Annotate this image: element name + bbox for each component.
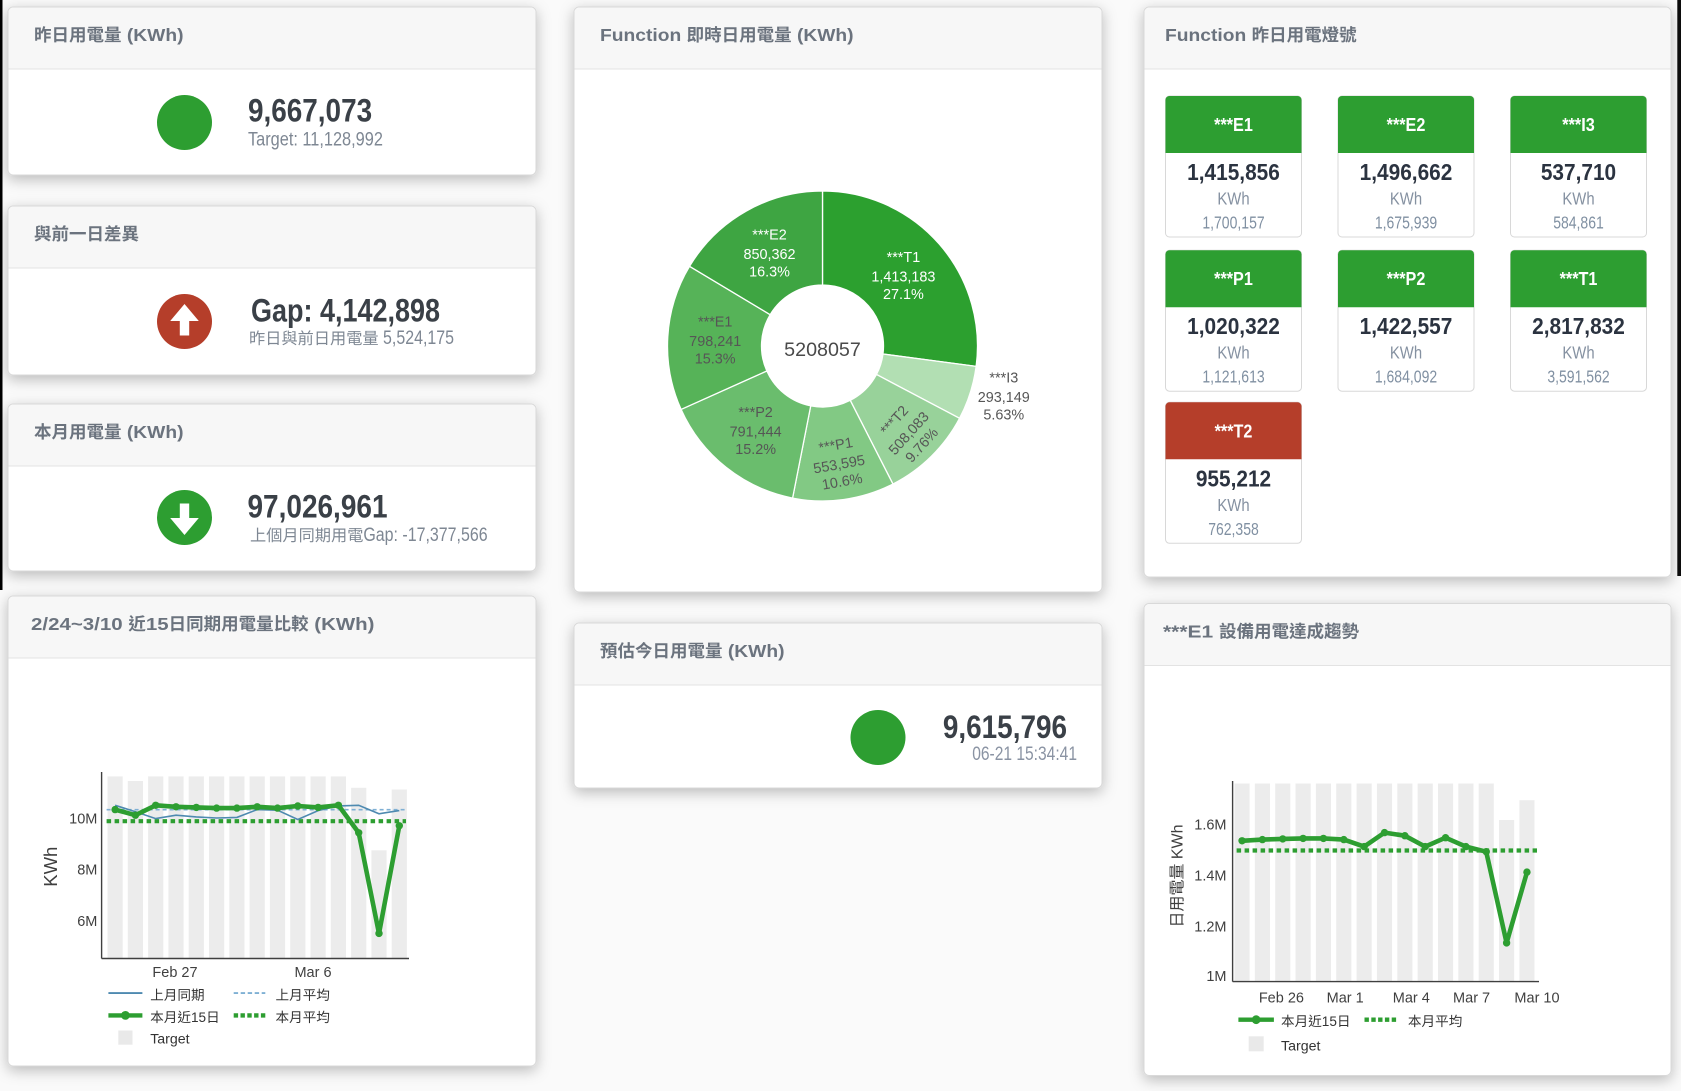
svg-text:15: 15 xyxy=(146,614,169,634)
svg-text:15: 15 xyxy=(191,1010,206,1025)
svg-text:06-21 15:34:41: 06-21 15:34:41 xyxy=(972,744,1077,765)
svg-text:10M: 10M xyxy=(69,812,97,828)
svg-text:537,710: 537,710 xyxy=(1541,159,1616,185)
svg-text:1,020,322: 1,020,322 xyxy=(1187,313,1280,339)
svg-text:Mar 4: Mar 4 xyxy=(1393,991,1430,1007)
svg-text:Gap: -17,377,566: Gap: -17,377,566 xyxy=(363,525,487,546)
svg-text:1,121,613: 1,121,613 xyxy=(1202,367,1264,387)
svg-text:KWh: KWh xyxy=(1390,343,1422,363)
svg-text:1,700,157: 1,700,157 xyxy=(1202,213,1264,233)
svg-text:5208057: 5208057 xyxy=(784,339,861,361)
svg-text:(KWh): (KWh) xyxy=(792,25,854,45)
svg-text:***E1: ***E1 xyxy=(698,315,732,331)
svg-text:***P1: ***P1 xyxy=(1214,269,1253,289)
svg-text:1.4M: 1.4M xyxy=(1194,868,1226,884)
svg-text:762,358: 762,358 xyxy=(1208,519,1259,539)
svg-text:***P1: ***P1 xyxy=(818,435,855,457)
svg-text:9,615,796: 9,615,796 xyxy=(943,709,1067,745)
svg-text:798,241: 798,241 xyxy=(689,334,741,350)
svg-text:Gap: 4,142,898: Gap: 4,142,898 xyxy=(251,292,440,328)
svg-text:1,422,557: 1,422,557 xyxy=(1360,313,1453,339)
svg-text:***E2: ***E2 xyxy=(752,228,786,244)
svg-text:6M: 6M xyxy=(77,914,97,930)
svg-text:***T1: ***T1 xyxy=(1560,269,1598,289)
svg-text:(KWh): (KWh) xyxy=(122,25,184,45)
svg-text:Mar 10: Mar 10 xyxy=(1514,991,1559,1007)
svg-text:***T2: ***T2 xyxy=(1215,421,1253,441)
svg-text:(KWh): (KWh) xyxy=(122,422,184,442)
svg-text:***P2: ***P2 xyxy=(1387,269,1426,289)
svg-text:Mar 7: Mar 7 xyxy=(1453,991,1490,1007)
svg-text:(KWh): (KWh) xyxy=(723,641,785,661)
svg-text:27.1%: 27.1% xyxy=(883,287,924,303)
svg-text:KWh: KWh xyxy=(1217,343,1249,363)
svg-text:1.2M: 1.2M xyxy=(1194,919,1226,935)
svg-text:1.6M: 1.6M xyxy=(1194,818,1226,834)
svg-text:KWh: KWh xyxy=(40,847,61,887)
svg-text:15.3%: 15.3% xyxy=(695,352,736,368)
svg-text:8M: 8M xyxy=(77,863,97,879)
svg-text:293,149: 293,149 xyxy=(978,390,1030,406)
svg-text:(KWh): (KWh) xyxy=(309,614,375,634)
svg-text:KWh: KWh xyxy=(1562,343,1594,363)
svg-text:791,444: 791,444 xyxy=(730,425,782,441)
svg-text:Function: Function xyxy=(600,25,687,45)
svg-text:97,026,961: 97,026,961 xyxy=(248,489,388,525)
svg-text:15.2%: 15.2% xyxy=(735,442,776,458)
svg-text:Target: Target xyxy=(150,1032,189,1048)
svg-text:***E1: ***E1 xyxy=(1214,115,1253,135)
svg-text:KWh: KWh xyxy=(1170,824,1187,863)
svg-text:KWh: KWh xyxy=(1217,495,1249,515)
svg-text:***I3: ***I3 xyxy=(1562,115,1594,135)
svg-text:***I3: ***I3 xyxy=(989,371,1018,387)
svg-text:2,817,832: 2,817,832 xyxy=(1532,313,1625,339)
svg-text:2/24~3/10: 2/24~3/10 xyxy=(31,614,128,634)
svg-text:Feb 26: Feb 26 xyxy=(1259,991,1304,1007)
svg-text:3,591,562: 3,591,562 xyxy=(1547,367,1609,387)
svg-text:850,362: 850,362 xyxy=(743,247,795,263)
svg-text:1,675,939: 1,675,939 xyxy=(1375,213,1437,233)
svg-text:KWh: KWh xyxy=(1390,189,1422,209)
svg-text:16.3%: 16.3% xyxy=(749,265,790,281)
svg-text:Target: 11,128,992: Target: 11,128,992 xyxy=(248,130,383,151)
svg-text:15: 15 xyxy=(1322,1014,1337,1029)
svg-text:5.63%: 5.63% xyxy=(983,408,1024,424)
svg-text:***E1: ***E1 xyxy=(1163,622,1219,642)
svg-text:***P2: ***P2 xyxy=(738,405,772,421)
svg-text:1,496,662: 1,496,662 xyxy=(1360,159,1453,185)
svg-text:5,524,175: 5,524,175 xyxy=(379,328,454,349)
svg-text:Target: Target xyxy=(1281,1039,1320,1055)
svg-text:1,415,856: 1,415,856 xyxy=(1187,159,1280,185)
svg-text:KWh: KWh xyxy=(1562,189,1594,209)
svg-text:955,212: 955,212 xyxy=(1196,465,1271,491)
svg-text:1,684,092: 1,684,092 xyxy=(1375,367,1437,387)
svg-text:Mar 6: Mar 6 xyxy=(294,965,331,981)
svg-text:1,413,183: 1,413,183 xyxy=(871,270,935,286)
svg-text:KWh: KWh xyxy=(1217,189,1249,209)
svg-text:9,667,073: 9,667,073 xyxy=(248,93,372,129)
svg-text:Mar 1: Mar 1 xyxy=(1327,991,1364,1007)
svg-text:***T1: ***T1 xyxy=(887,250,921,266)
svg-text:10.6%: 10.6% xyxy=(821,471,864,494)
svg-text:Function: Function xyxy=(1165,25,1252,45)
svg-text:Feb 27: Feb 27 xyxy=(152,965,197,981)
svg-text:1M: 1M xyxy=(1206,969,1226,985)
svg-text:***E2: ***E2 xyxy=(1387,115,1426,135)
svg-text:584,861: 584,861 xyxy=(1553,213,1604,233)
